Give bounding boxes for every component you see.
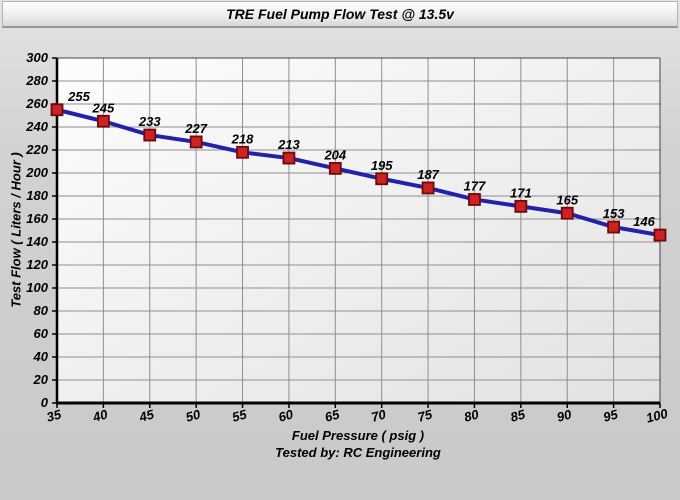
- y-tick-label: 20: [33, 372, 49, 387]
- y-tick-label: 140: [26, 234, 48, 249]
- data-point-label: 165: [556, 192, 578, 207]
- x-tick-label: 100: [644, 405, 670, 425]
- data-point-label: 204: [323, 147, 346, 162]
- y-tick-label: 40: [33, 349, 49, 364]
- data-point-label: 245: [92, 100, 115, 115]
- y-tick-label: 0: [41, 395, 49, 410]
- data-point-marker: [607, 220, 621, 234]
- data-point-marker: [653, 228, 667, 242]
- x-tick-label: 95: [602, 406, 621, 424]
- data-point-marker: [189, 135, 203, 149]
- chart-title-bar: TRE Fuel Pump Flow Test @ 13.5v: [2, 1, 678, 28]
- y-tick-label: 160: [26, 211, 48, 226]
- data-point-marker: [50, 103, 64, 117]
- y-tick-label: 280: [25, 73, 48, 88]
- y-tick-label: 80: [34, 303, 49, 318]
- data-point-label: 195: [371, 158, 393, 173]
- y-tick-label: 200: [25, 165, 48, 180]
- x-axis-title: Fuel Pressure ( psig ): [291, 428, 425, 443]
- data-point-label: 177: [464, 178, 486, 193]
- data-point-label: 187: [417, 167, 439, 182]
- x-tick-label: 40: [90, 406, 110, 425]
- x-tick-label: 35: [45, 406, 64, 424]
- data-point-label: 213: [277, 137, 300, 152]
- data-point-marker: [328, 161, 342, 175]
- data-point-marker: [514, 199, 528, 213]
- data-point-marker: [236, 145, 249, 159]
- x-tick-label: 90: [555, 406, 574, 424]
- data-point-marker: [421, 181, 435, 195]
- y-tick-label: 180: [26, 188, 48, 203]
- data-point-label: 255: [67, 89, 90, 104]
- x-tick-label: 75: [416, 406, 435, 424]
- data-point-label: 218: [231, 131, 254, 146]
- data-point-marker: [282, 151, 296, 165]
- x-tick-label: 60: [277, 406, 296, 424]
- data-point-marker: [375, 172, 389, 186]
- data-point-label: 227: [184, 121, 207, 136]
- x-tick-label: 55: [230, 406, 249, 424]
- x-tick-label: 70: [370, 406, 389, 424]
- y-tick-label: 260: [25, 96, 48, 111]
- data-series-line: [55, 107, 662, 238]
- y-tick-label: 120: [26, 257, 48, 272]
- data-point-label: 153: [603, 206, 625, 221]
- y-tick-label: 60: [34, 326, 49, 341]
- data-point-marker: [468, 193, 481, 206]
- chart-title: TRE Fuel Pump Flow Test @ 13.5v: [226, 6, 454, 22]
- x-tick-label: 50: [184, 406, 203, 424]
- x-tick-label: 85: [509, 406, 528, 424]
- data-point-label: 233: [138, 114, 161, 129]
- x-tick-label: 80: [462, 406, 481, 424]
- data-point-label: 171: [510, 185, 532, 200]
- y-tick-label: 240: [25, 119, 48, 134]
- y-tick-label: 100: [26, 280, 48, 295]
- x-tick-label: 45: [137, 406, 157, 425]
- data-point-label: 146: [633, 214, 655, 229]
- data-point-marker: [96, 114, 110, 128]
- data-point-marker: [560, 206, 574, 220]
- y-tick-label: 300: [26, 50, 48, 65]
- x-tick-label: 65: [323, 406, 342, 424]
- data-point-marker: [143, 128, 157, 142]
- tested-by-note: Tested by: RC Engineering: [275, 445, 441, 460]
- plot-area: [57, 58, 660, 403]
- y-tick-label: 220: [25, 142, 48, 157]
